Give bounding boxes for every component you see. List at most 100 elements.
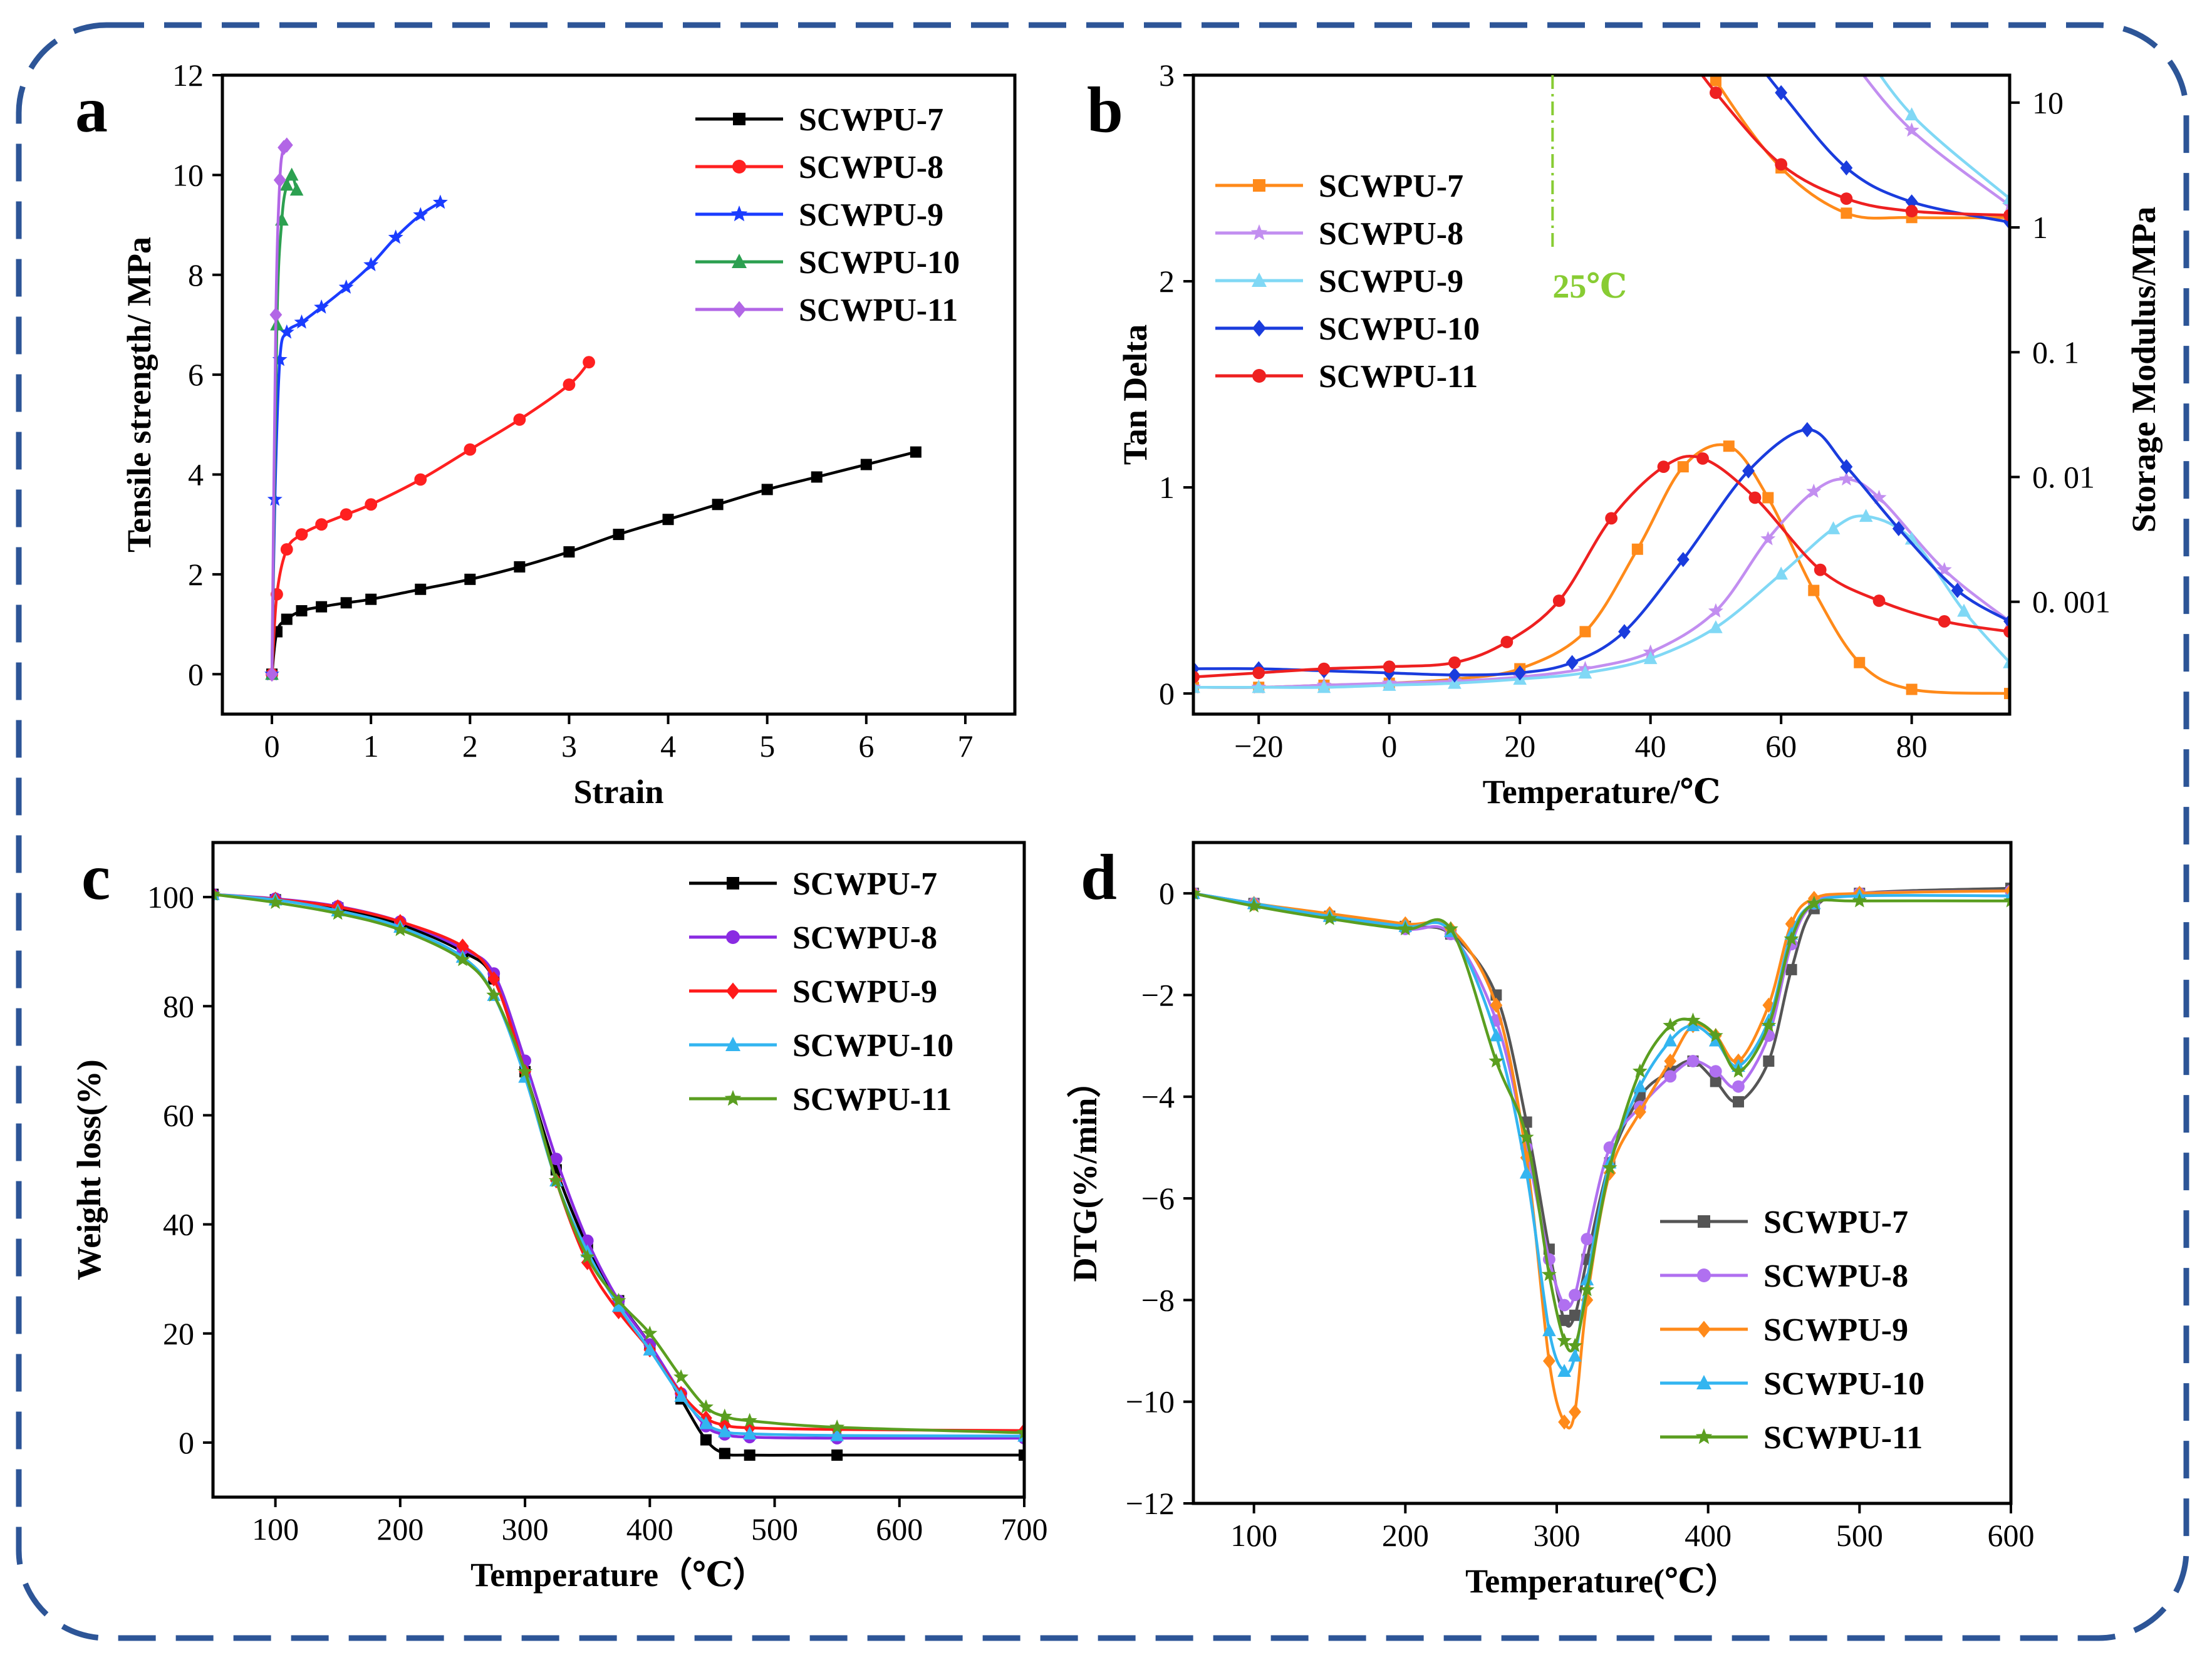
data-point — [1618, 624, 1631, 640]
series-scwpu-8 — [266, 356, 595, 681]
data-point — [464, 573, 476, 585]
panel-label: d — [1081, 841, 1117, 913]
data-point — [1443, 921, 1458, 936]
series-scwpu-9-modulus — [1878, 75, 2010, 205]
data-point — [1569, 1289, 1581, 1302]
series-scwpu-11-modulus — [1700, 75, 2010, 222]
legend-label: SCWPU-10 — [1319, 311, 1480, 347]
data-point — [514, 561, 526, 573]
data-point — [1632, 1063, 1648, 1078]
data-point — [1633, 1079, 1647, 1092]
data-point — [642, 1325, 658, 1340]
data-point — [415, 583, 427, 595]
data-point — [1784, 931, 1799, 946]
data-point — [1854, 656, 1866, 668]
data-point — [1710, 86, 1722, 99]
legend-label: SCWPU-8 — [1319, 216, 1463, 252]
y-tick-label: 0 — [1159, 676, 1175, 711]
x-tick-label: 2 — [462, 729, 478, 764]
legend-marker — [1697, 1320, 1711, 1338]
data-point — [289, 182, 304, 196]
data-point — [1709, 1065, 1722, 1078]
y-axis-label: Weight loss(%) — [70, 1059, 108, 1280]
legend-marker — [733, 113, 745, 125]
y-tick-label: −8 — [1141, 1282, 1175, 1317]
data-point — [365, 498, 378, 511]
x-axis-label: Temperature/℃ — [1483, 773, 1721, 811]
x-tick-label: 400 — [1685, 1518, 1732, 1553]
data-point — [1519, 1129, 1534, 1144]
axes-frame — [221, 73, 1017, 716]
legend-marker — [732, 160, 746, 174]
data-point — [1748, 491, 1762, 504]
data-point — [365, 593, 377, 605]
data-point — [662, 514, 674, 526]
x-tick-label: 0 — [1381, 729, 1397, 764]
x-tick-label: 600 — [876, 1512, 923, 1547]
legend: SCWPU-7 SCWPU-8 SCWPU-9 SCWPU-10 SCWPU-11 — [695, 102, 960, 328]
data-point — [1710, 75, 1721, 86]
data-point — [316, 601, 328, 613]
legend-marker — [1252, 319, 1266, 337]
legend-label: SCWPU-7 — [792, 866, 937, 902]
legend-label: SCWPU-7 — [1319, 169, 1463, 204]
data-point — [1634, 1104, 1646, 1120]
data-point — [363, 257, 379, 271]
data-point — [1685, 1012, 1701, 1027]
data-point — [1936, 562, 1952, 576]
data-point — [1569, 1309, 1581, 1321]
y-tick-label: −10 — [1126, 1384, 1175, 1419]
data-point — [1840, 160, 1853, 176]
data-point — [1852, 893, 1867, 908]
legend-marker — [1250, 224, 1268, 241]
data-point — [1559, 1314, 1571, 1326]
x-tick-label: 500 — [1836, 1518, 1883, 1553]
data-point — [1246, 898, 1262, 913]
x-tick-label: 700 — [1001, 1512, 1048, 1547]
data-point — [486, 987, 502, 1002]
data-point — [1760, 531, 1776, 546]
axes-frame — [1192, 841, 2013, 1505]
legend-label: SCWPU-9 — [792, 974, 937, 1010]
data-point — [1017, 1424, 1024, 1439]
data-point — [549, 1153, 563, 1165]
y2-tick-label: 0. 1 — [2032, 335, 2079, 370]
data-point — [1938, 615, 1951, 628]
x-tick-label: 40 — [1635, 729, 1666, 764]
legend-label: SCWPU-8 — [799, 150, 943, 185]
y-tick-label: 20 — [163, 1316, 194, 1351]
data-point — [830, 1428, 844, 1441]
legend-marker — [1252, 272, 1267, 287]
data-point — [860, 459, 872, 470]
x-tick-label: 500 — [751, 1512, 798, 1547]
data-point — [700, 1434, 712, 1446]
y-tick-label: 0 — [179, 1425, 194, 1460]
legend: SCWPU-7 SCWPU-8 SCWPU-9 SCWPU-10 SCWPU-11 — [689, 866, 953, 1118]
y-tick-label: 0 — [188, 656, 204, 692]
y-tick-label: 3 — [1159, 58, 1175, 93]
legend-marker — [726, 930, 740, 944]
data-point — [392, 921, 408, 936]
data-point — [1193, 885, 1201, 900]
legend-label: SCWPU-9 — [799, 197, 943, 233]
x-tick-label: 80 — [1896, 729, 1928, 764]
data-point — [1762, 997, 1775, 1013]
y-tick-label: 100 — [147, 879, 194, 915]
legend-marker — [1695, 1428, 1713, 1445]
x-tick-label: 4 — [660, 729, 676, 764]
data-point — [1904, 107, 1919, 121]
data-point — [1558, 1414, 1571, 1430]
data-point — [279, 324, 294, 339]
data-point — [1602, 1159, 1617, 1175]
legend-label: SCWPU-11 — [799, 293, 958, 328]
legend: SCWPU-7 SCWPU-8 SCWPU-9 SCWPU-10 SCWPU-11 — [1660, 1205, 1924, 1456]
data-point — [1800, 422, 1814, 438]
data-point — [548, 1173, 564, 1188]
data-point — [698, 1399, 714, 1414]
data-point — [1892, 521, 1905, 537]
legend-label: SCWPU-10 — [792, 1028, 953, 1064]
legend-marker — [1696, 1375, 1711, 1389]
legend-marker — [726, 982, 740, 1000]
data-point — [413, 207, 428, 222]
data-point — [742, 1426, 757, 1439]
